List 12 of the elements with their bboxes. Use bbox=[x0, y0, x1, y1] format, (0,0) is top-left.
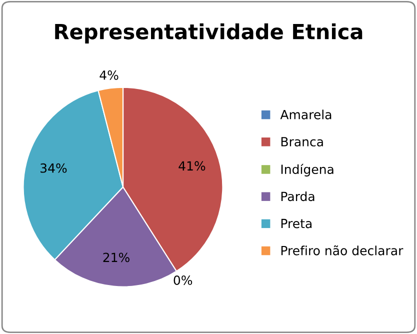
legend-label: Parda bbox=[281, 191, 314, 202]
text: 0% bbox=[174, 276, 192, 285]
legend-label: Indígena bbox=[281, 164, 334, 176]
legend-label: Prefiro não declarar bbox=[281, 245, 404, 256]
data-label: 34% bbox=[40, 163, 67, 173]
data-label: 41% bbox=[178, 161, 206, 171]
legend-label: Amarela bbox=[280, 110, 332, 120]
chart-title: Representatividade Etnica bbox=[55, 23, 362, 44]
legend-label: Preta bbox=[281, 218, 312, 228]
data-label: 21% bbox=[103, 252, 130, 262]
legend-label: Branca bbox=[281, 137, 323, 146]
data-label: 4% bbox=[100, 70, 118, 80]
